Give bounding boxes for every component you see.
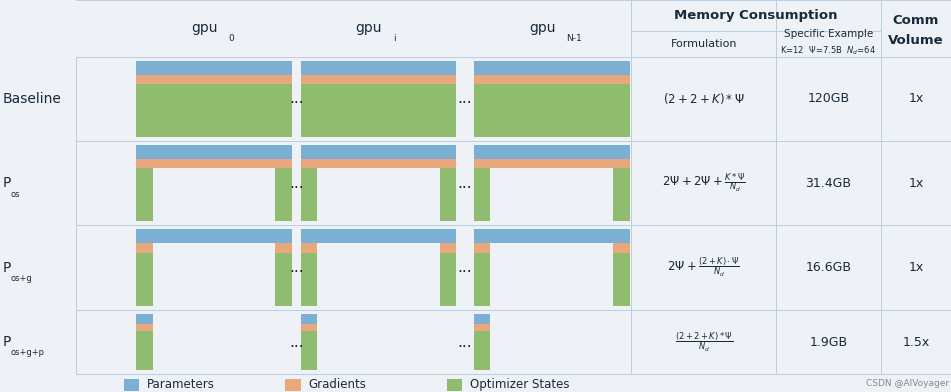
Text: 1x: 1x (908, 177, 923, 190)
Text: Optimizer States: Optimizer States (470, 378, 570, 392)
Text: P: P (3, 335, 11, 349)
Text: N-1: N-1 (566, 34, 582, 43)
Bar (474, 252, 491, 306)
Bar (439, 243, 456, 252)
Bar (136, 159, 292, 168)
Bar (136, 243, 153, 252)
Text: ...: ... (289, 91, 303, 107)
Bar (301, 61, 456, 74)
Bar (474, 84, 630, 137)
Bar (301, 243, 318, 252)
Text: ...: ... (457, 91, 473, 107)
Bar (136, 314, 153, 324)
Bar (301, 145, 456, 159)
Text: Memory Consumption: Memory Consumption (674, 9, 838, 22)
Text: 120GB: 120GB (807, 93, 849, 105)
Bar (136, 331, 153, 370)
Text: Specific Example: Specific Example (784, 29, 873, 39)
Bar (301, 314, 318, 324)
Text: ...: ... (289, 260, 303, 275)
Text: gpu: gpu (356, 22, 382, 35)
Text: $\frac{(2 + 2 + K) * \Psi}{N_d}$: $\frac{(2 + 2 + K) * \Psi}{N_d}$ (674, 330, 733, 354)
Text: K=12  $\Psi$=7.5B  $N_d$=64: K=12 $\Psi$=7.5B $N_d$=64 (781, 45, 876, 57)
Text: P: P (3, 261, 11, 274)
Text: Gradients: Gradients (308, 378, 366, 392)
Bar (474, 145, 630, 159)
Bar (136, 84, 292, 137)
Text: ...: ... (289, 176, 303, 191)
Text: 31.4GB: 31.4GB (805, 177, 851, 190)
Text: 1x: 1x (908, 93, 923, 105)
Bar (439, 252, 456, 306)
Text: $2\Psi + \frac{(2+K) \cdot \Psi}{N_d}$: $2\Psi + \frac{(2+K) \cdot \Psi}{N_d}$ (668, 256, 740, 279)
Bar (439, 168, 456, 221)
Text: ...: ... (457, 334, 473, 350)
Text: Comm: Comm (893, 14, 939, 27)
Bar (474, 331, 491, 370)
Bar (474, 159, 630, 168)
Text: CSDN @AIVoyager: CSDN @AIVoyager (866, 379, 949, 388)
Bar (301, 252, 318, 306)
Bar (136, 324, 153, 331)
Text: Parameters: Parameters (146, 378, 214, 392)
Bar (474, 229, 630, 243)
Bar (612, 243, 630, 252)
Text: 1.9GB: 1.9GB (809, 336, 847, 348)
Bar (474, 243, 491, 252)
Text: ...: ... (457, 176, 473, 191)
Text: 1.5x: 1.5x (902, 336, 929, 348)
Bar (275, 168, 292, 221)
Text: Baseline: Baseline (3, 92, 62, 106)
Bar (301, 168, 318, 221)
Text: os+g: os+g (10, 274, 32, 283)
Bar (474, 324, 491, 331)
Bar (474, 61, 630, 74)
Bar (301, 331, 318, 370)
Bar (301, 324, 318, 331)
Bar (301, 74, 456, 84)
Text: Volume: Volume (888, 34, 943, 47)
Bar (136, 229, 292, 243)
Bar (447, 379, 462, 391)
Text: ...: ... (289, 334, 303, 350)
Bar (474, 74, 630, 84)
Text: 1x: 1x (908, 261, 923, 274)
Text: 0: 0 (228, 34, 235, 43)
Text: os+g+p: os+g+p (10, 348, 45, 358)
Text: i: i (394, 34, 396, 43)
Bar (275, 252, 292, 306)
Text: ...: ... (457, 260, 473, 275)
Text: P: P (3, 176, 11, 190)
Bar (136, 74, 292, 84)
Bar (474, 314, 491, 324)
Bar (136, 61, 292, 74)
Text: 16.6GB: 16.6GB (805, 261, 851, 274)
Text: gpu: gpu (191, 22, 218, 35)
Text: os: os (10, 190, 20, 199)
Bar (301, 159, 456, 168)
Text: gpu: gpu (529, 22, 555, 35)
Bar (136, 168, 153, 221)
Bar (124, 379, 139, 391)
Bar (285, 379, 301, 391)
Bar (301, 84, 456, 137)
Bar (136, 145, 292, 159)
Bar (301, 229, 456, 243)
Text: $2\Psi + 2\Psi + \frac{K * \Psi}{N_d}$: $2\Psi + 2\Psi + \frac{K * \Psi}{N_d}$ (662, 172, 746, 195)
Bar (612, 252, 630, 306)
Bar (612, 168, 630, 221)
Bar (474, 168, 491, 221)
Text: $(2 + 2 + K) * \Psi$: $(2 + 2 + K) * \Psi$ (663, 91, 745, 107)
Bar (136, 252, 153, 306)
Bar (275, 243, 292, 252)
Text: Formulation: Formulation (670, 39, 737, 49)
